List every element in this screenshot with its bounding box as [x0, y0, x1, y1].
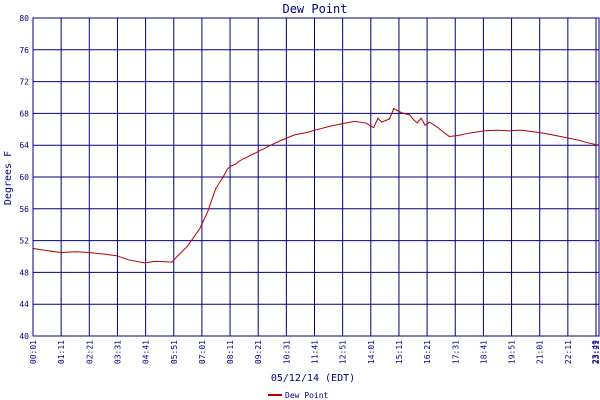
x-tick-labels: 00:01 01:11 02:21 03:31 04:41 05:51 07:01 08:11… [29, 340, 600, 364]
x-tick-label: 15:11 [395, 340, 404, 364]
x-tick-label: 08:11 [226, 340, 235, 364]
plot-frame [32, 17, 600, 337]
x-tick-label: 18:41 [479, 340, 488, 364]
y-tick-label: 68 [19, 109, 29, 118]
x-tick-label: 12:51 [339, 340, 348, 364]
x-tick-label: 23:49 [591, 340, 600, 364]
legend-label: Dew Point [285, 391, 329, 400]
x-tick-label: 11:41 [311, 340, 320, 364]
y-tick-label: 64 [19, 141, 29, 150]
x-tick-label: 07:01 [198, 340, 207, 364]
series-line-dew-point [33, 107, 600, 264]
x-tick-label: 22:11 [564, 340, 573, 364]
x-tick-label: 02:21 [85, 340, 94, 364]
y-tick-label: 60 [19, 173, 29, 182]
x-tick-label: 14:01 [367, 340, 376, 364]
x-tick-label: 23:21 [592, 340, 600, 364]
x-tick-label: 10:31 [282, 340, 291, 364]
y-tick-label: 76 [19, 46, 29, 55]
x-tick-label: 03:31 [113, 340, 122, 364]
y-tick-label: 44 [19, 300, 29, 309]
x-tick-label: 00:01 [29, 340, 38, 364]
chart-title: Dew Point [282, 2, 347, 16]
x-tick-label: 21:01 [536, 340, 545, 364]
y-tick-label: 40 [19, 332, 29, 341]
x-tick-label: 09:21 [254, 340, 263, 364]
x-tick-label: 05:51 [170, 340, 179, 364]
series-layer [33, 107, 600, 264]
y-tick-label: 72 [19, 78, 29, 87]
x-tick-label: 01:11 [57, 340, 66, 364]
x-tick-label: 04:41 [142, 340, 151, 364]
grid-lines [32, 17, 600, 337]
x-tick-label: 17:31 [451, 340, 460, 364]
x-tick-label: 16:21 [423, 340, 432, 364]
x-axis-label: 05/12/14 (EDT) [271, 373, 355, 384]
x-tick-label: 19:51 [508, 340, 517, 364]
y-tick-label: 52 [19, 237, 29, 246]
y-axis-label: Degrees F [3, 151, 14, 205]
y-tick-label: 80 [19, 14, 29, 23]
y-tick-label: 56 [19, 205, 29, 214]
y-tick-labels: 40 44 48 52 56 60 64 68 72 76 80 [19, 14, 29, 341]
legend: Dew Point [268, 391, 329, 400]
y-tick-label: 48 [19, 268, 29, 277]
